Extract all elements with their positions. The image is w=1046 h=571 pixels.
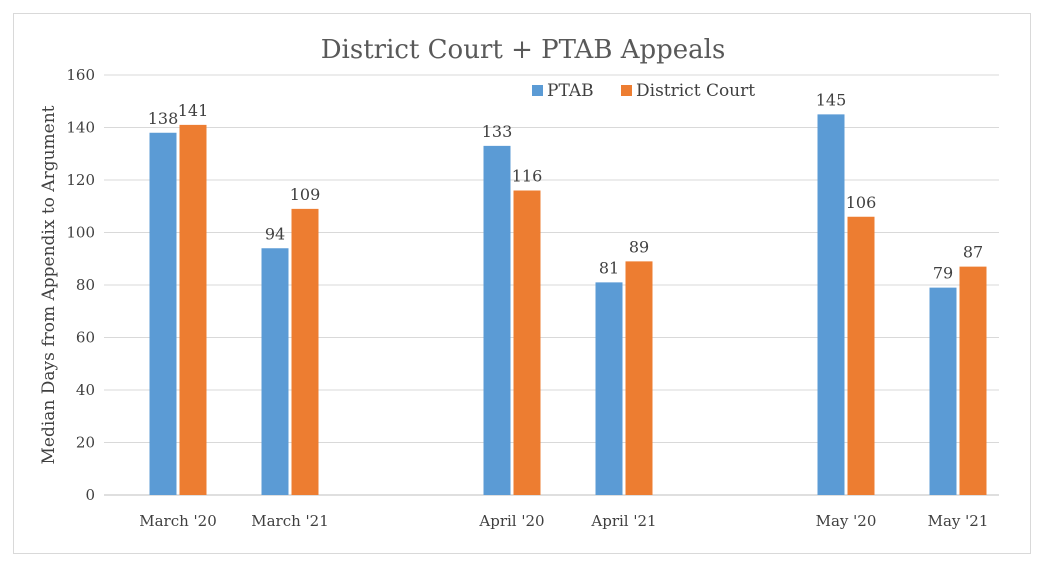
- y-tick-label: 20: [76, 434, 95, 452]
- chart-frame: District Court + PTAB Appeals 0 20 40 60 80 1…: [13, 13, 1031, 554]
- x-tick-label: May '20: [816, 512, 877, 530]
- y-axis-ticks: 0 20 40 60 80 100 120 140 160: [66, 66, 95, 504]
- y-tick-label: 160: [66, 66, 95, 84]
- gridlines: [104, 74, 999, 496]
- bar-district-court: [513, 190, 541, 495]
- bar-ptab: [483, 145, 511, 495]
- bar-chart: District Court + PTAB Appeals 0 20 40 60 80 1…: [39, 35, 999, 530]
- data-label: 133: [482, 122, 513, 141]
- bar-district-court: [847, 216, 875, 495]
- bar-district-court: [625, 261, 653, 495]
- legend-swatch: [532, 85, 543, 96]
- data-labels: 138 141 94 109 133 116 81 89 145 106 79 87: [148, 90, 983, 282]
- legend: PTAB District Court: [532, 81, 755, 101]
- legend-label: District Court: [636, 81, 755, 101]
- x-tick-label: March '21: [251, 512, 329, 530]
- chart-title: District Court + PTAB Appeals: [321, 35, 726, 65]
- x-axis-ticks: March '20 March '21 April '20 April '21 May …: [139, 512, 988, 530]
- y-tick-label: 60: [76, 329, 95, 347]
- data-label: 116: [512, 167, 543, 186]
- y-tick-label: 0: [85, 486, 95, 504]
- x-tick-label: April '20: [478, 512, 544, 530]
- bars: [149, 114, 987, 495]
- y-tick-label: 140: [66, 119, 95, 137]
- data-label: 145: [816, 90, 847, 109]
- data-label: 81: [599, 258, 619, 277]
- bar-ptab: [817, 114, 845, 495]
- legend-label: PTAB: [547, 81, 594, 101]
- bar-district-court: [959, 266, 987, 495]
- y-tick-label: 100: [66, 224, 95, 242]
- x-tick-label: April '21: [590, 512, 656, 530]
- y-axis-title: Median Days from Appendix to Argument: [39, 105, 59, 464]
- data-label: 106: [846, 193, 877, 212]
- bar-ptab: [595, 282, 623, 495]
- bar-district-court: [291, 208, 319, 495]
- bar-ptab: [261, 248, 289, 495]
- y-tick-label: 40: [76, 381, 95, 399]
- bar-ptab: [149, 132, 177, 495]
- data-label: 89: [629, 237, 649, 256]
- x-tick-label: May '21: [928, 512, 989, 530]
- data-label: 94: [265, 224, 285, 243]
- x-tick-label: March '20: [139, 512, 217, 530]
- data-label: 109: [290, 185, 321, 204]
- bar-ptab: [929, 287, 957, 495]
- y-tick-label: 80: [76, 276, 95, 294]
- bar-district-court: [179, 124, 207, 495]
- data-label: 141: [178, 101, 209, 120]
- y-tick-label: 120: [66, 171, 95, 189]
- data-label: 138: [148, 109, 179, 128]
- data-label: 87: [963, 243, 983, 262]
- data-label: 79: [933, 264, 953, 283]
- legend-swatch: [621, 85, 632, 96]
